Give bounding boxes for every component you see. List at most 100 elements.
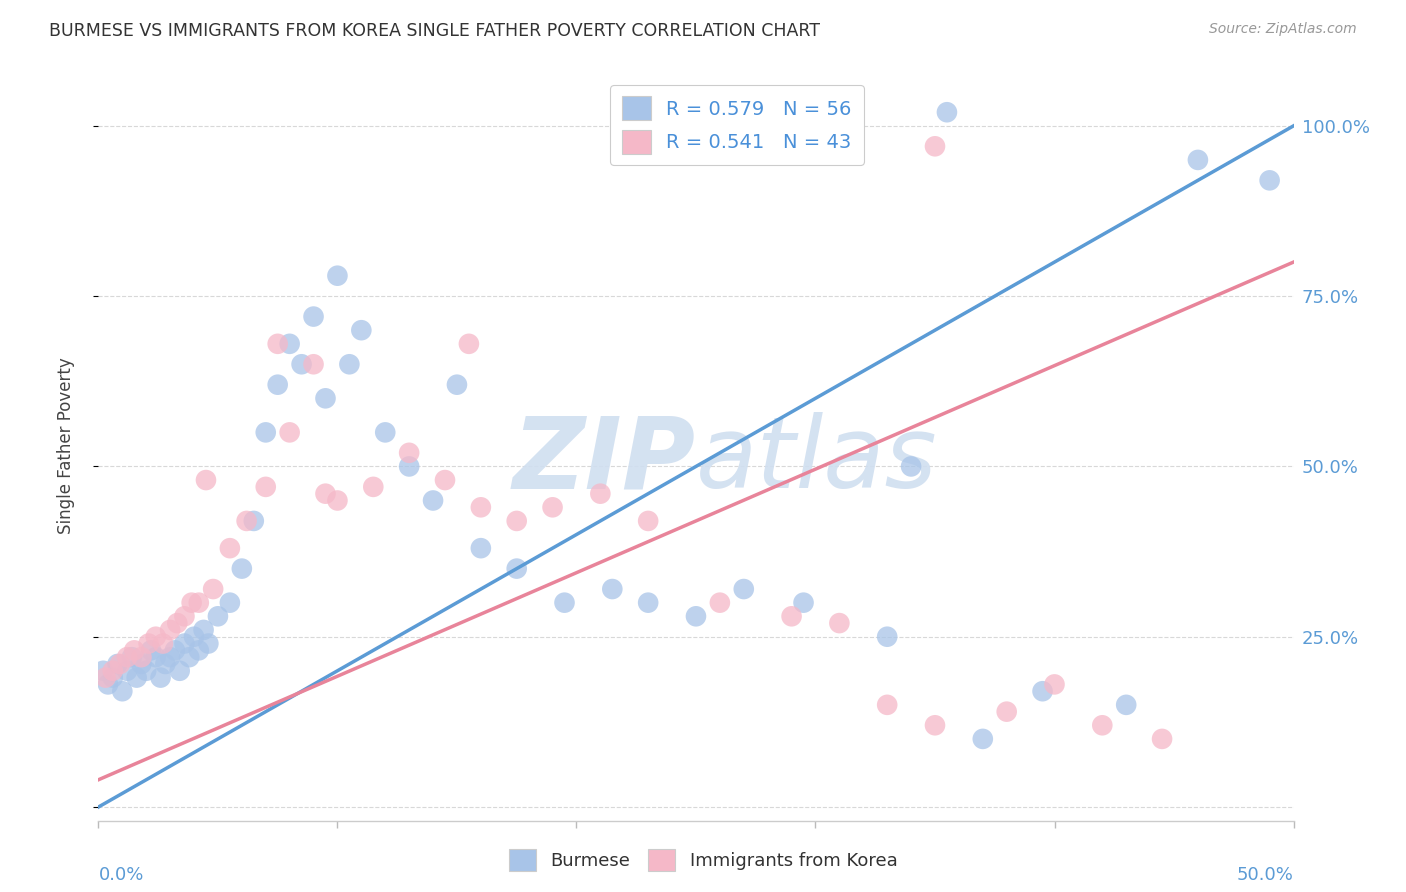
Point xyxy=(709,596,731,610)
Point xyxy=(173,609,195,624)
Point xyxy=(876,698,898,712)
Point xyxy=(145,650,167,665)
Point xyxy=(131,657,153,671)
Point xyxy=(149,671,172,685)
Point xyxy=(231,561,253,575)
Point xyxy=(470,541,492,556)
Point xyxy=(97,677,120,691)
Point xyxy=(363,480,385,494)
Point xyxy=(315,392,337,406)
Point xyxy=(180,596,202,610)
Point xyxy=(254,480,277,494)
Point xyxy=(173,636,195,650)
Point xyxy=(1187,153,1209,167)
Point xyxy=(924,139,946,153)
Point xyxy=(637,514,659,528)
Point xyxy=(339,357,361,371)
Point xyxy=(350,323,373,337)
Point xyxy=(554,596,576,610)
Point xyxy=(115,664,138,678)
Point xyxy=(267,336,290,351)
Point xyxy=(111,684,134,698)
Point xyxy=(876,630,898,644)
Point xyxy=(458,336,481,351)
Point xyxy=(278,336,301,351)
Point xyxy=(315,486,337,500)
Point xyxy=(936,105,959,120)
Point xyxy=(193,623,215,637)
Point xyxy=(159,650,181,665)
Point xyxy=(187,643,209,657)
Point xyxy=(302,357,325,371)
Point xyxy=(166,616,188,631)
Point xyxy=(243,514,266,528)
Point xyxy=(1032,684,1054,698)
Point xyxy=(780,609,803,624)
Point xyxy=(101,664,124,678)
Point xyxy=(422,493,444,508)
Point xyxy=(1152,731,1174,746)
Point xyxy=(302,310,325,324)
Point xyxy=(179,650,201,665)
Legend: Burmese, Immigrants from Korea: Burmese, Immigrants from Korea xyxy=(502,842,904,879)
Point xyxy=(972,731,994,746)
Point xyxy=(108,657,131,671)
Point xyxy=(470,500,492,515)
Y-axis label: Single Father Poverty: Single Father Poverty xyxy=(56,358,75,534)
Point xyxy=(91,664,114,678)
Point xyxy=(121,650,143,665)
Point xyxy=(506,561,529,575)
Point xyxy=(434,473,457,487)
Point xyxy=(793,596,815,610)
Point xyxy=(254,425,277,440)
Point xyxy=(124,643,146,657)
Point xyxy=(159,623,181,637)
Point xyxy=(291,357,314,371)
Point xyxy=(152,636,174,650)
Point xyxy=(326,268,349,283)
Point xyxy=(235,514,257,528)
Point xyxy=(197,636,219,650)
Point xyxy=(1091,718,1114,732)
Point xyxy=(125,671,148,685)
Point xyxy=(163,643,186,657)
Text: Source: ZipAtlas.com: Source: ZipAtlas.com xyxy=(1209,22,1357,37)
Point xyxy=(541,500,564,515)
Text: atlas: atlas xyxy=(696,412,938,509)
Point xyxy=(131,650,153,665)
Point xyxy=(139,643,162,657)
Point xyxy=(195,473,218,487)
Point xyxy=(107,657,129,671)
Text: ZIP: ZIP xyxy=(513,412,696,509)
Point xyxy=(267,377,290,392)
Point xyxy=(187,596,209,610)
Point xyxy=(169,664,191,678)
Point xyxy=(1115,698,1137,712)
Point xyxy=(145,630,167,644)
Point xyxy=(374,425,396,440)
Point xyxy=(115,650,138,665)
Text: BURMESE VS IMMIGRANTS FROM KOREA SINGLE FATHER POVERTY CORRELATION CHART: BURMESE VS IMMIGRANTS FROM KOREA SINGLE … xyxy=(49,22,820,40)
Text: 0.0%: 0.0% xyxy=(98,865,143,884)
Point xyxy=(278,425,301,440)
Point xyxy=(101,671,124,685)
Point xyxy=(446,377,468,392)
Point xyxy=(398,446,420,460)
Point xyxy=(207,609,229,624)
Point xyxy=(995,705,1018,719)
Point xyxy=(219,541,242,556)
Point xyxy=(135,664,157,678)
Point xyxy=(138,636,160,650)
Point xyxy=(685,609,707,624)
Point xyxy=(602,582,624,596)
Point xyxy=(94,671,117,685)
Point xyxy=(828,616,851,631)
Point xyxy=(1043,677,1066,691)
Point xyxy=(398,459,420,474)
Point xyxy=(155,657,177,671)
Point xyxy=(219,596,242,610)
Point xyxy=(900,459,922,474)
Point xyxy=(733,582,755,596)
Point xyxy=(183,630,205,644)
Point xyxy=(1258,173,1281,187)
